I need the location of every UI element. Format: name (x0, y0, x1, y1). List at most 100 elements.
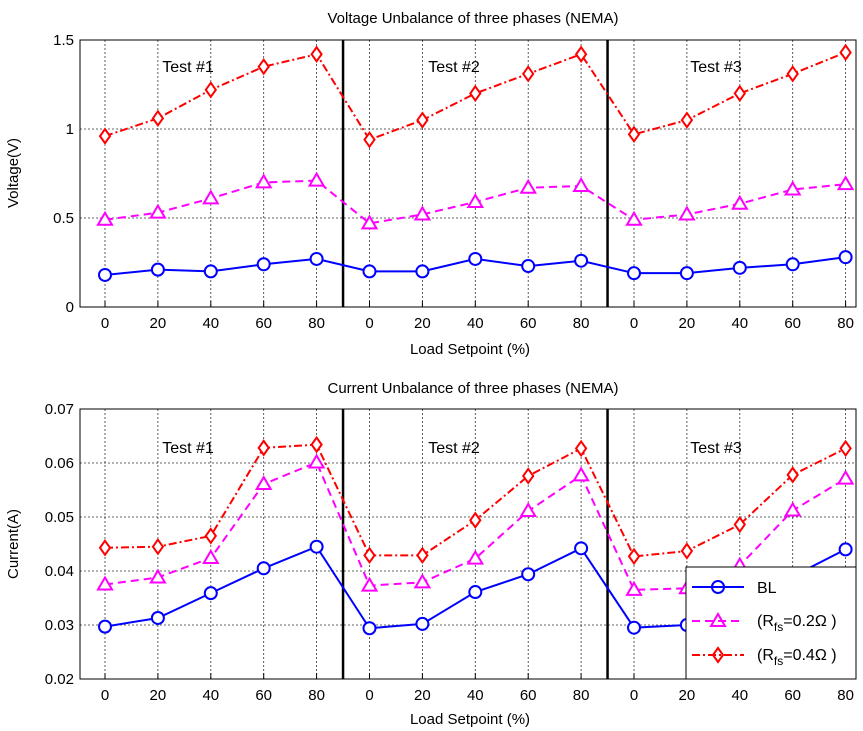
data-point-bl (256, 561, 271, 576)
data-point-r04 (521, 65, 535, 83)
series-r02 (96, 171, 855, 230)
data-point-r02 (836, 175, 855, 191)
x-tick-label: 40 (202, 315, 219, 332)
legend-box (685, 566, 857, 680)
data-point-r04 (257, 57, 270, 76)
x-tick-label: 40 (467, 315, 484, 332)
legend-label-r04: (Rfs=0.4Ω ) (757, 647, 837, 668)
data-point-r02 (307, 171, 326, 187)
legend-marker-r04 (711, 646, 725, 664)
data-point-r04 (151, 109, 165, 128)
data-point-bl (785, 257, 800, 272)
data-point-r04 (98, 539, 112, 557)
data-point-r02 (466, 192, 485, 208)
data-point-r04 (416, 546, 429, 565)
data-point-r04 (521, 467, 535, 485)
data-point-r02 (202, 189, 220, 205)
test-3-label: Test #3 (690, 59, 742, 76)
data-point-bl (521, 259, 536, 274)
x-tick-label: 20 (150, 687, 167, 704)
data-point-bl (679, 266, 694, 281)
test-separators (341, 409, 609, 679)
x-tick-label: 60 (520, 687, 537, 704)
x-tick-label: 40 (202, 687, 219, 704)
data-point-r02 (731, 194, 749, 210)
series-layer (96, 43, 855, 282)
legend-label-bl: BL (757, 580, 777, 597)
y-tick-label: 0.02 (45, 671, 74, 688)
x-axis-label: Load Setpoint (%) (410, 341, 530, 358)
data-point-r02 (96, 575, 114, 591)
data-point-bl (838, 542, 853, 557)
data-point-r02 (572, 176, 590, 192)
x-tick-label: 0 (365, 687, 373, 704)
data-point-bl (98, 619, 112, 634)
data-point-r02 (149, 568, 167, 584)
series-r04 (98, 43, 852, 149)
series-bl (98, 250, 853, 282)
plot-frame (79, 408, 857, 680)
data-point-r04 (839, 439, 852, 458)
y-tick-label: 0.07 (45, 401, 74, 418)
test-3-label: Test #3 (690, 440, 742, 457)
data-point-r04 (363, 546, 376, 565)
data-point-r04 (627, 125, 641, 144)
data-point-r02 (519, 178, 537, 194)
y-tick-label: 0.04 (45, 563, 74, 580)
x-tick-labels: 0 20 40 60 80 0 20 40 60 80 0 20 40 60 80 (101, 315, 854, 332)
x-tick-label: 80 (308, 315, 325, 332)
data-point-r04 (363, 130, 376, 149)
x-tick-label: 20 (679, 315, 696, 332)
data-point-bl (627, 620, 641, 635)
data-point-bl (838, 250, 853, 265)
data-point-r04 (786, 65, 799, 83)
x-tick-label: 0 (630, 315, 638, 332)
data-point-r04 (680, 111, 694, 129)
data-point-bl (732, 260, 747, 275)
voltage-chart: Voltage Unbalance of three phases (NEMA)… (5, 10, 857, 358)
y-tick-label: 0.5 (53, 210, 74, 227)
x-tick-label: 80 (837, 687, 854, 704)
chart-title: Voltage Unbalance of three phases (NEMA) (328, 10, 619, 27)
legend-marker-r02 (709, 612, 727, 627)
legend-entry-r02: (Rfs=0.2Ω ) (692, 612, 837, 634)
y-tick-labels: 0.02 0.03 0.04 0.05 0.06 0.07 (45, 401, 74, 688)
data-point-r04 (627, 547, 641, 566)
x-axis-label: Load Setpoint (%) (410, 711, 530, 728)
x-tick-label: 60 (784, 315, 801, 332)
chart-title: Current Unbalance of three phases (NEMA) (328, 380, 619, 397)
data-point-bl (150, 262, 165, 277)
test-2-label: Test #2 (428, 440, 480, 457)
y-tick-labels: 0 0.5 1 1.5 (53, 32, 74, 316)
data-point-r02 (413, 205, 432, 221)
legend-marker-bl (711, 580, 725, 594)
legend-label-r02-a: (R (757, 613, 774, 630)
y-tick-label: 1.5 (53, 32, 74, 49)
data-point-r04 (204, 527, 218, 545)
test-2-label: Test #2 (428, 59, 480, 76)
series-layer (96, 435, 855, 636)
x-tick-label: 0 (101, 315, 109, 332)
legend-label-r04-sub: fs (774, 654, 783, 668)
data-point-r04 (416, 111, 429, 129)
data-point-r02 (149, 203, 167, 219)
data-point-r04 (151, 537, 165, 556)
x-tick-label: 80 (573, 687, 590, 704)
data-point-r02 (783, 501, 802, 517)
x-tick-label: 20 (679, 687, 696, 704)
current-chart: Current Unbalance of three phases (NEMA)… (5, 380, 857, 728)
data-point-r04 (310, 435, 323, 454)
legend-entry-r04: (Rfs=0.4Ω ) (692, 646, 837, 668)
plot-frame (79, 39, 857, 308)
x-tick-label: 20 (414, 315, 431, 332)
x-tick-label: 0 (365, 315, 373, 332)
data-point-bl (521, 567, 536, 582)
data-point-bl (150, 610, 165, 625)
data-point-r02 (836, 469, 855, 485)
data-point-r02 (466, 549, 485, 565)
y-tick-label: 0.06 (45, 455, 74, 472)
x-tick-label: 80 (573, 315, 590, 332)
y-tick-label: 1 (66, 121, 74, 138)
data-point-bl (362, 621, 377, 636)
data-point-r04 (574, 45, 588, 63)
